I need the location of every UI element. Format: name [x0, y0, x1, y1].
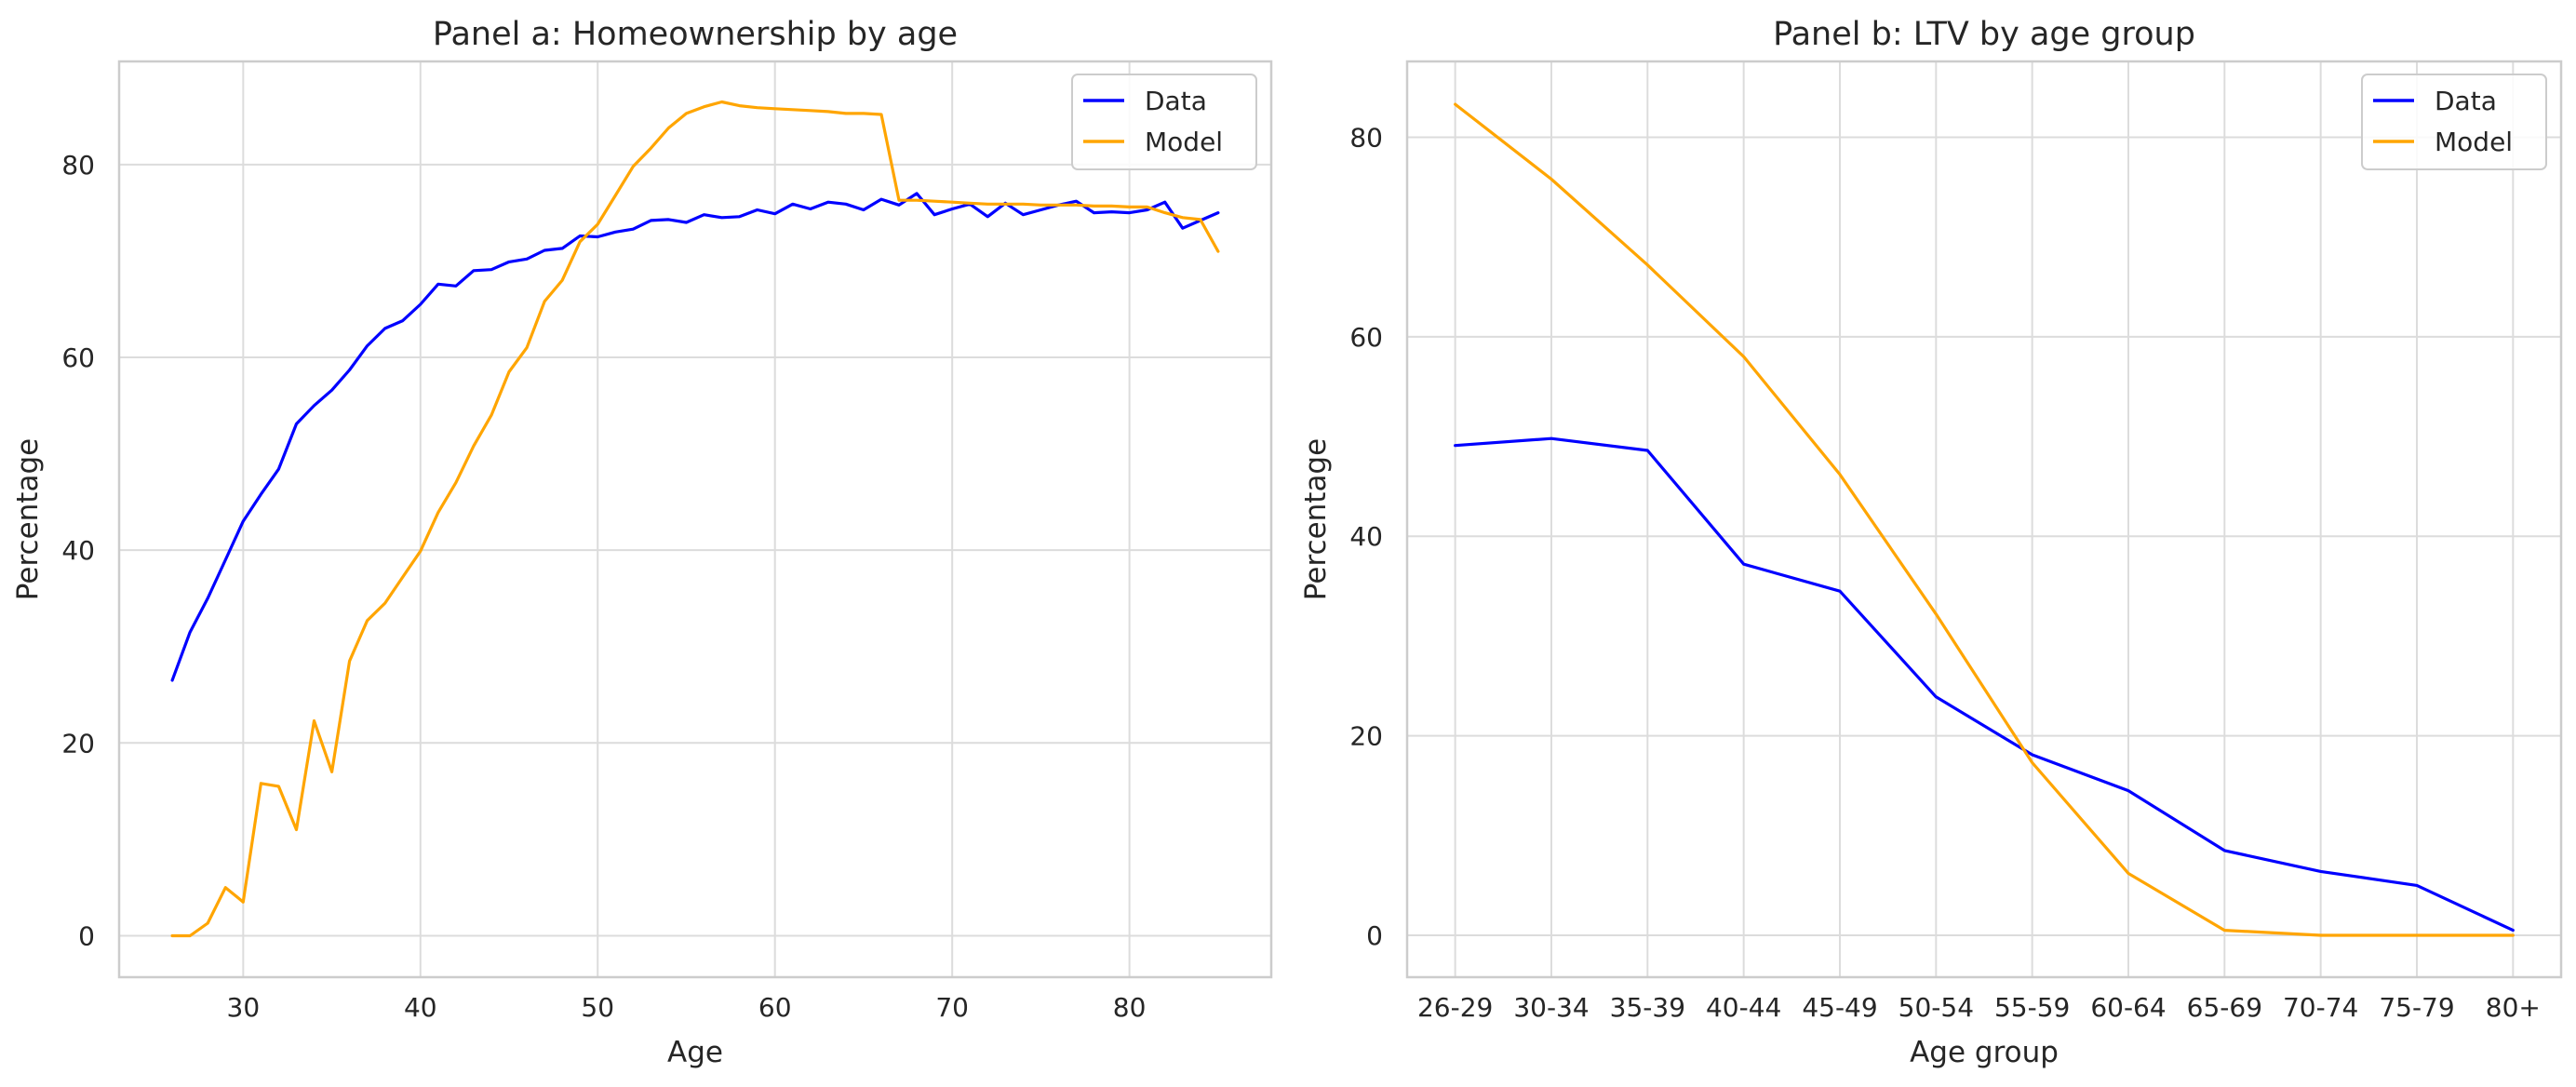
panel-b-y-tick-label: 20 [1349, 721, 1383, 752]
panel-b-x-tick-label: 55-59 [1994, 992, 2070, 1023]
panel-a-x-axis-label: Age [667, 1036, 723, 1069]
panel-a-data-line [170, 192, 1220, 682]
panel-a-y-tick-label: 0 [78, 920, 95, 951]
panel-a-axes-frame [117, 60, 1273, 979]
panel-b-ltv-chart: 26-29 30-34 35-39 40-44 45-49 50-54 55-59 60-64… [1299, 16, 2563, 1069]
panel-b-x-tick-label: 80+ [2486, 992, 2541, 1023]
panel-b-x-tick-label: 45-49 [1802, 992, 1877, 1023]
panel-b-x-tick-label: 65-69 [2187, 992, 2262, 1023]
panel-a-x-tick-label: 60 [758, 992, 792, 1023]
panel-b-x-tick-label: 75-79 [2379, 992, 2454, 1023]
panel-a-model-line [170, 100, 1220, 938]
panel-b-x-tick-label: 26-29 [1417, 992, 1493, 1023]
panel-a-legend-model-label: Model [1145, 127, 1223, 157]
panel-a-tick-labels: 30 40 50 60 70 80 0 20 40 60 80 [61, 150, 1146, 1023]
panel-a-title: Panel a: Homeownership by age [433, 16, 958, 53]
panel-b-series [1454, 102, 2515, 937]
panel-a-legend-data-label: Data [1145, 86, 1207, 116]
panel-a-x-tick-label: 70 [935, 992, 969, 1023]
panel-a-y-tick-label: 60 [61, 342, 95, 373]
panel-a-y-tick-label: 20 [61, 728, 95, 758]
panel-a-y-axis-label: Percentage [11, 438, 45, 600]
panel-b-y-tick-label: 60 [1349, 322, 1383, 353]
panel-b-model-line [1454, 102, 2515, 937]
panel-b-legend-box [2361, 74, 2547, 170]
panel-a-legend: Data Model [1071, 74, 1257, 170]
panel-a-legend-box [1071, 74, 1257, 170]
panel-b-grid [1407, 61, 2561, 977]
panel-b-x-tick-label: 40-44 [1706, 992, 1781, 1023]
panel-b-x-tick-label: 70-74 [2283, 992, 2358, 1023]
panel-a-y-tick-label: 80 [61, 150, 95, 181]
panel-a-x-tick-label: 80 [1113, 992, 1147, 1023]
panel-b-legend-data-label: Data [2435, 86, 2497, 116]
panel-b-x-tick-label: 50-54 [1898, 992, 1974, 1023]
panel-b-data-line [1454, 436, 2515, 933]
panel-b-y-tick-label: 80 [1349, 122, 1383, 153]
panel-a-series [170, 100, 1220, 938]
panel-b-y-tick-label: 0 [1366, 920, 1383, 951]
panel-a-x-tick-label: 30 [227, 992, 261, 1023]
panel-b-title: Panel b: LTV by age group [1773, 16, 2195, 53]
panel-a-grid [119, 61, 1271, 977]
panel-b-x-tick-label: 35-39 [1610, 992, 1685, 1023]
panel-b-y-axis-label: Percentage [1299, 438, 1333, 600]
panel-a-y-tick-label: 40 [61, 535, 95, 566]
panel-b-x-axis-label: Age group [1910, 1036, 2059, 1069]
panel-b-legend-model-label: Model [2435, 127, 2513, 157]
panel-b-y-tick-label: 40 [1349, 521, 1383, 552]
panel-b-legend: Data Model [2361, 74, 2547, 170]
panel-b-tick-labels: 26-29 30-34 35-39 40-44 45-49 50-54 55-59 60-64… [1349, 122, 2541, 1023]
panel-b-x-tick-label: 60-64 [2090, 992, 2166, 1023]
panel-a-x-tick-label: 40 [404, 992, 437, 1023]
panel-b-axes-frame [1405, 60, 2563, 979]
panel-a-homeownership-chart: 30 40 50 60 70 80 0 20 40 60 80 Panel a: Homeowner… [11, 16, 1273, 1069]
panel-b-x-tick-label: 30-34 [1513, 992, 1589, 1023]
panel-a-x-tick-label: 50 [581, 992, 614, 1023]
